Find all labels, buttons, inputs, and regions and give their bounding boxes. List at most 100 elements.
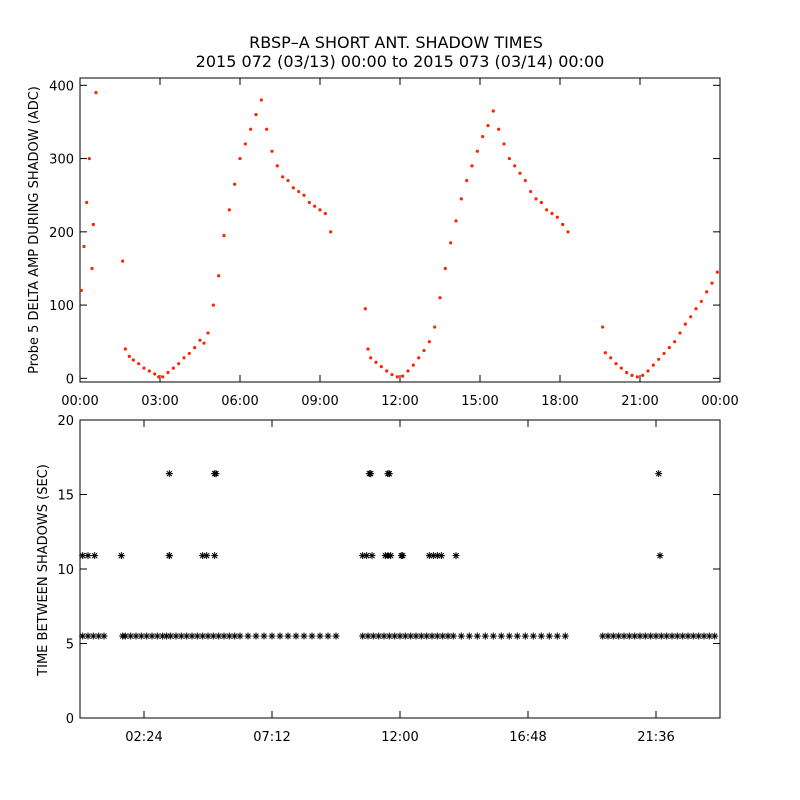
data-point [359, 632, 367, 640]
data-point [153, 372, 157, 376]
bottom-panel: 02:24 07:12 12:00 16:48 21:36 0 5 10 15 20 TIME BE… [36, 414, 721, 745]
x-tick-label-top: 21:00 [621, 394, 658, 409]
data-point [449, 241, 453, 245]
data-point [367, 470, 375, 478]
data-point [249, 127, 253, 131]
data-point [123, 347, 127, 351]
data-point [481, 135, 485, 139]
data-point [465, 178, 469, 183]
data-point [705, 290, 709, 294]
data-point [94, 91, 98, 95]
data-point [236, 632, 244, 640]
data-point [497, 632, 505, 640]
data-point [203, 552, 211, 560]
x-tick-label-bottom: 02:24 [125, 730, 162, 745]
data-point [323, 211, 327, 216]
data-point [117, 552, 125, 560]
chart-title-line2: 2015 072 (03/13) 00:00 to 2015 073 (03/1… [196, 52, 605, 71]
data-point [656, 552, 664, 560]
data-point [437, 552, 445, 560]
data-point [165, 552, 173, 560]
data-point [705, 632, 713, 640]
data-point [475, 149, 479, 153]
data-point [545, 632, 553, 640]
data-point [366, 347, 370, 351]
data-point [147, 369, 151, 373]
data-point [566, 230, 570, 234]
data-point [473, 632, 481, 640]
data-point [601, 325, 605, 329]
data-point [217, 274, 221, 278]
data-point [254, 113, 258, 117]
data-point [614, 362, 618, 366]
data-point [406, 369, 410, 373]
data-point [212, 470, 220, 478]
data-point [673, 340, 677, 344]
y-axis-label-top: Probe 5 DELTA AMP DURING SHADOW (ADC) [27, 86, 42, 374]
data-point [183, 632, 191, 640]
data-point [137, 362, 141, 366]
data-point [211, 552, 219, 560]
data-point [683, 322, 687, 326]
data-point [619, 366, 623, 370]
x-tick-label-top: 09:00 [301, 394, 338, 409]
data-point [291, 186, 295, 190]
data-point [513, 632, 521, 640]
data-point [657, 357, 661, 361]
data-point [265, 127, 269, 131]
data-point [157, 375, 161, 379]
data-point [655, 470, 663, 478]
data-point [561, 222, 565, 227]
chart-title-line1: RBSP–A SHORT ANT. SHADOW TIMES [249, 33, 543, 52]
data-point [79, 288, 83, 293]
data-point [275, 164, 279, 168]
plot-frame-top [79, 77, 721, 383]
data-point [79, 632, 87, 640]
y-tick-label-top: 400 [49, 79, 74, 94]
data-point [534, 197, 538, 201]
data-point [399, 552, 407, 560]
data-point [529, 632, 537, 640]
data-point [165, 470, 173, 478]
data-point [553, 632, 561, 640]
data-point [222, 233, 226, 238]
data-point [100, 632, 108, 640]
data-point [252, 632, 260, 640]
data-point [385, 470, 393, 478]
data-point [131, 358, 135, 362]
data-point [300, 632, 308, 640]
data-point [465, 632, 473, 640]
x-tick-label-top: 18:00 [541, 394, 578, 409]
data-point [641, 632, 649, 640]
data-point [710, 281, 714, 285]
data-point [422, 348, 426, 353]
data-point [457, 632, 465, 640]
data-point [292, 632, 300, 640]
data-point [662, 351, 666, 356]
data-point [694, 307, 698, 311]
data-point [502, 142, 506, 146]
data-point [302, 193, 306, 197]
data-point [286, 178, 290, 183]
data-point [689, 315, 693, 319]
data-point [486, 124, 490, 128]
data-point [401, 374, 405, 378]
data-point [270, 149, 274, 153]
x-tick-label-top: 00:00 [701, 394, 738, 409]
data-point [411, 363, 415, 367]
data-point [395, 375, 399, 379]
data-point [161, 375, 165, 379]
data-point [332, 632, 340, 640]
y-tick-label-bottom: 0 [66, 712, 74, 727]
data-point [227, 208, 231, 212]
data-point [206, 331, 210, 335]
data-point [561, 632, 569, 640]
data-point [699, 299, 703, 304]
data-point [433, 632, 441, 640]
data-point [324, 632, 332, 640]
data-point [182, 356, 186, 360]
data-point [87, 156, 91, 161]
data-point [550, 211, 554, 216]
data-point [202, 341, 206, 345]
